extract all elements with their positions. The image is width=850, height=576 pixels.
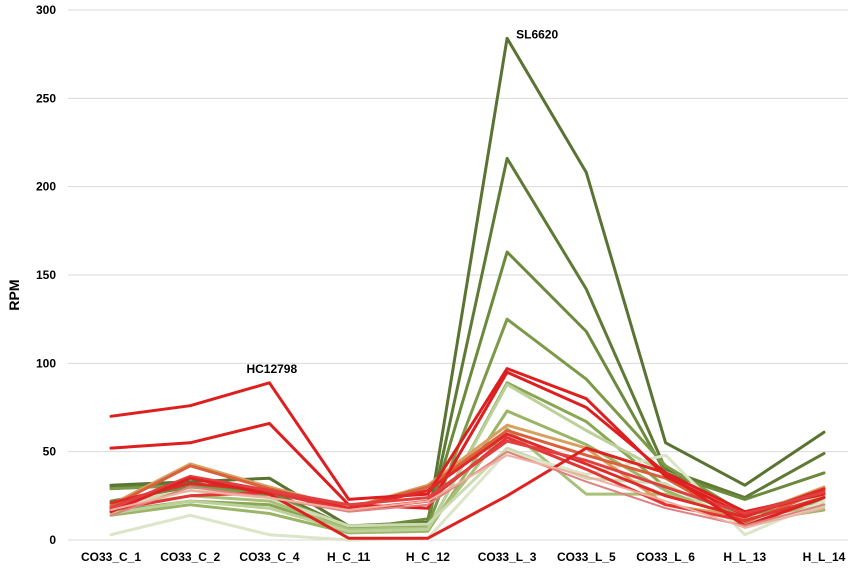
y-tick-label: 150 [36,268,56,282]
x-tick-label: H_C_11 [327,550,371,564]
series-line-13 [109,367,826,517]
x-axis-ticks: CO33_C_1 CO33_C_2 CO33_C_4 H_C_11 H_C_12 CO33… [81,550,846,564]
series-line-18 [109,446,826,540]
x-tick-label: CO33_L_3 [478,550,537,564]
series-line-20 [110,454,825,529]
annotations: SL6620 HC12798 [246,27,558,376]
x-tick-label: H_C_12 [406,550,450,564]
y-tick-label: 50 [43,445,57,459]
x-tick-label: CO33_C_4 [239,550,299,564]
x-tick-label: CO33_L_5 [557,550,616,564]
grid-lines [68,9,848,541]
annotation-label: SL6620 [516,27,558,41]
y-axis-label: RPM [6,279,22,310]
y-tick-label: 100 [36,356,56,370]
y-tick-label: 250 [36,91,56,105]
series-lines [109,36,826,542]
series-line-4 [109,317,826,528]
series-line-11 [109,423,826,519]
y-tick-label: 300 [36,3,56,17]
y-axis-ticks: 0 50 100 150 200 250 300 [36,3,56,547]
series-line-1 [109,36,826,528]
series-line-14 [109,370,826,514]
x-tick-label: H_L_13 [723,550,766,564]
y-tick-label: 0 [49,533,56,547]
y-tick-label: 200 [36,180,56,194]
x-tick-label: H_L_14 [803,550,846,564]
x-tick-label: CO33_C_1 [81,550,141,564]
annotation-label: HC12798 [246,362,297,376]
x-tick-label: CO33_C_2 [160,550,220,564]
x-tick-label: CO33_L_6 [636,550,695,564]
